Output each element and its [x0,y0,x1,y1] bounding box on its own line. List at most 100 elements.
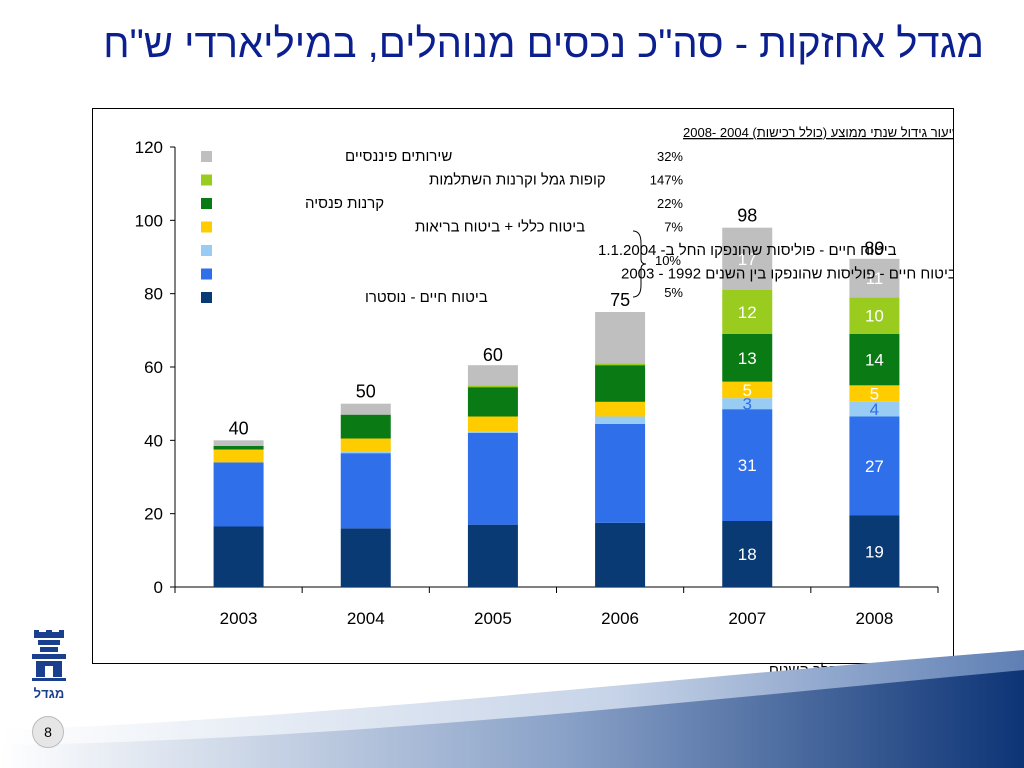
legend-label: ביטוח חיים - פוליסות שהונפקו החל ב- 1.1.… [598,242,897,259]
segment-value-label: 11 [866,269,884,288]
chart-axes: 0 20 40 60 80 100 120 2003 2004 2005 2006 2007 2008 [135,138,939,628]
bar-segment [849,515,900,587]
x-tick-label: 2003 [220,609,258,628]
legend-swatch [201,221,212,233]
legend-swatch [201,268,212,280]
segment-value-label: 4 [870,400,879,419]
legend-label: קרנות פנסיה [305,195,384,212]
bar-segment [722,290,773,334]
bar-segment [595,312,646,364]
bar-segment [467,365,518,386]
bar-segment [849,297,900,334]
segment-value-label: 5 [743,381,752,400]
bar-total-label: 50 [356,382,376,402]
legend-swatch [201,245,212,256]
bar-segment [467,431,518,433]
legend-swatch [201,174,212,186]
bar-segment [722,381,773,399]
bar-segment [849,401,900,417]
bar-segment [722,409,773,521]
bar-segment [595,365,646,402]
legend-bracket-growth: 10% [655,253,681,268]
x-tick-label: 2007 [728,609,766,628]
bar-segment [213,449,264,463]
y-tick-label: 100 [135,211,163,230]
bar-segment [340,453,391,529]
x-tick-label: 2008 [856,609,894,628]
bar-segment [849,334,900,386]
bar-total-label: 98 [737,206,757,226]
bar-segment [340,438,391,452]
legend-header: שיעור גידול שנתי ממוצע (כולל רכישות) 200… [683,125,953,140]
legend-label: ביטוח חיים - נוסטרו [365,289,488,306]
chart-frame: 0 20 40 60 80 100 120 2003 2004 2005 2006 2007 2008 … [92,108,962,664]
bar-segment [849,416,900,516]
bar-segment [467,433,518,525]
legend-swatch [201,292,212,303]
bar-segment [213,440,264,446]
page-title: מגדל אחזקות - סה"כ נכסים מנוהלים, במיליא… [103,22,984,66]
bar-segment [467,387,518,417]
bar-segment [213,462,264,527]
bar-segment [595,363,646,366]
bar-total-label: 60 [483,345,503,365]
bar-total-label: 75 [610,290,630,310]
bar-segment [340,528,391,587]
bar-segment [595,423,646,523]
legend-growth: 5% [664,285,683,300]
segment-value-label: 31 [738,456,757,475]
bar-segment [213,526,264,587]
legend-growth: 32% [657,149,683,164]
x-tick-label: 2005 [474,609,512,628]
x-tick-label: 2004 [347,609,385,628]
logo-text: מגדל [34,686,65,701]
bar-segment [722,334,773,382]
bar-segment [340,403,391,415]
migdal-logo: מגדל [28,628,70,706]
legend-label: ביטוח כללי + ביטוח בריאות [415,219,585,236]
bar-segment [595,416,646,424]
legend-growth: 22% [657,196,683,211]
bar-total-label: 89 [864,239,884,259]
legend-bracket [632,230,647,298]
y-tick-label: 60 [144,358,163,377]
bar-segment [467,385,518,388]
legend-growth: 7% [664,220,683,235]
legend-label: ביטוח חיים - פוליסות שהונפקו בין השנים 1… [621,266,953,283]
bar-segment [722,227,773,290]
y-tick-label: 20 [144,505,163,524]
segment-value-label: 3 [743,395,752,414]
segment-value-label: 5 [870,385,879,404]
segment-value-label: 17 [738,250,757,269]
segment-value-label: 10 [865,307,884,326]
page-number: 8 [32,716,64,748]
y-tick-label: 80 [144,285,163,304]
legend-label: שירותים פיננסיים [345,148,452,165]
bar-segment [340,451,391,454]
legend-growth: 147% [650,173,684,188]
bar-segment [340,414,391,439]
segment-value-label: 14 [865,351,884,370]
segment-value-label: 12 [738,303,757,322]
bar-segment [595,401,646,417]
legend-label: קופות גמל וקרנות השתלמות [429,172,606,189]
segment-value-label: 27 [865,457,884,476]
bar-segment [722,398,773,410]
bar-total-label: 40 [229,418,249,438]
x-tick-label: 2006 [601,609,639,628]
y-tick-label: 0 [154,578,163,597]
y-tick-label: 40 [144,431,163,450]
legend-swatch [201,198,212,209]
chart-legend: שיעור גידול שנתי ממוצע (כולל רכישות) 200… [201,125,961,306]
bar-segment [213,445,264,450]
bar-segment [595,522,646,587]
y-tick-label: 120 [135,138,163,157]
bar-segment [467,524,518,587]
bar-segment [722,521,773,587]
bar-segment [467,416,518,432]
footer-waves [0,650,1024,768]
bar-segment [849,385,900,402]
legend-swatch [201,151,212,162]
